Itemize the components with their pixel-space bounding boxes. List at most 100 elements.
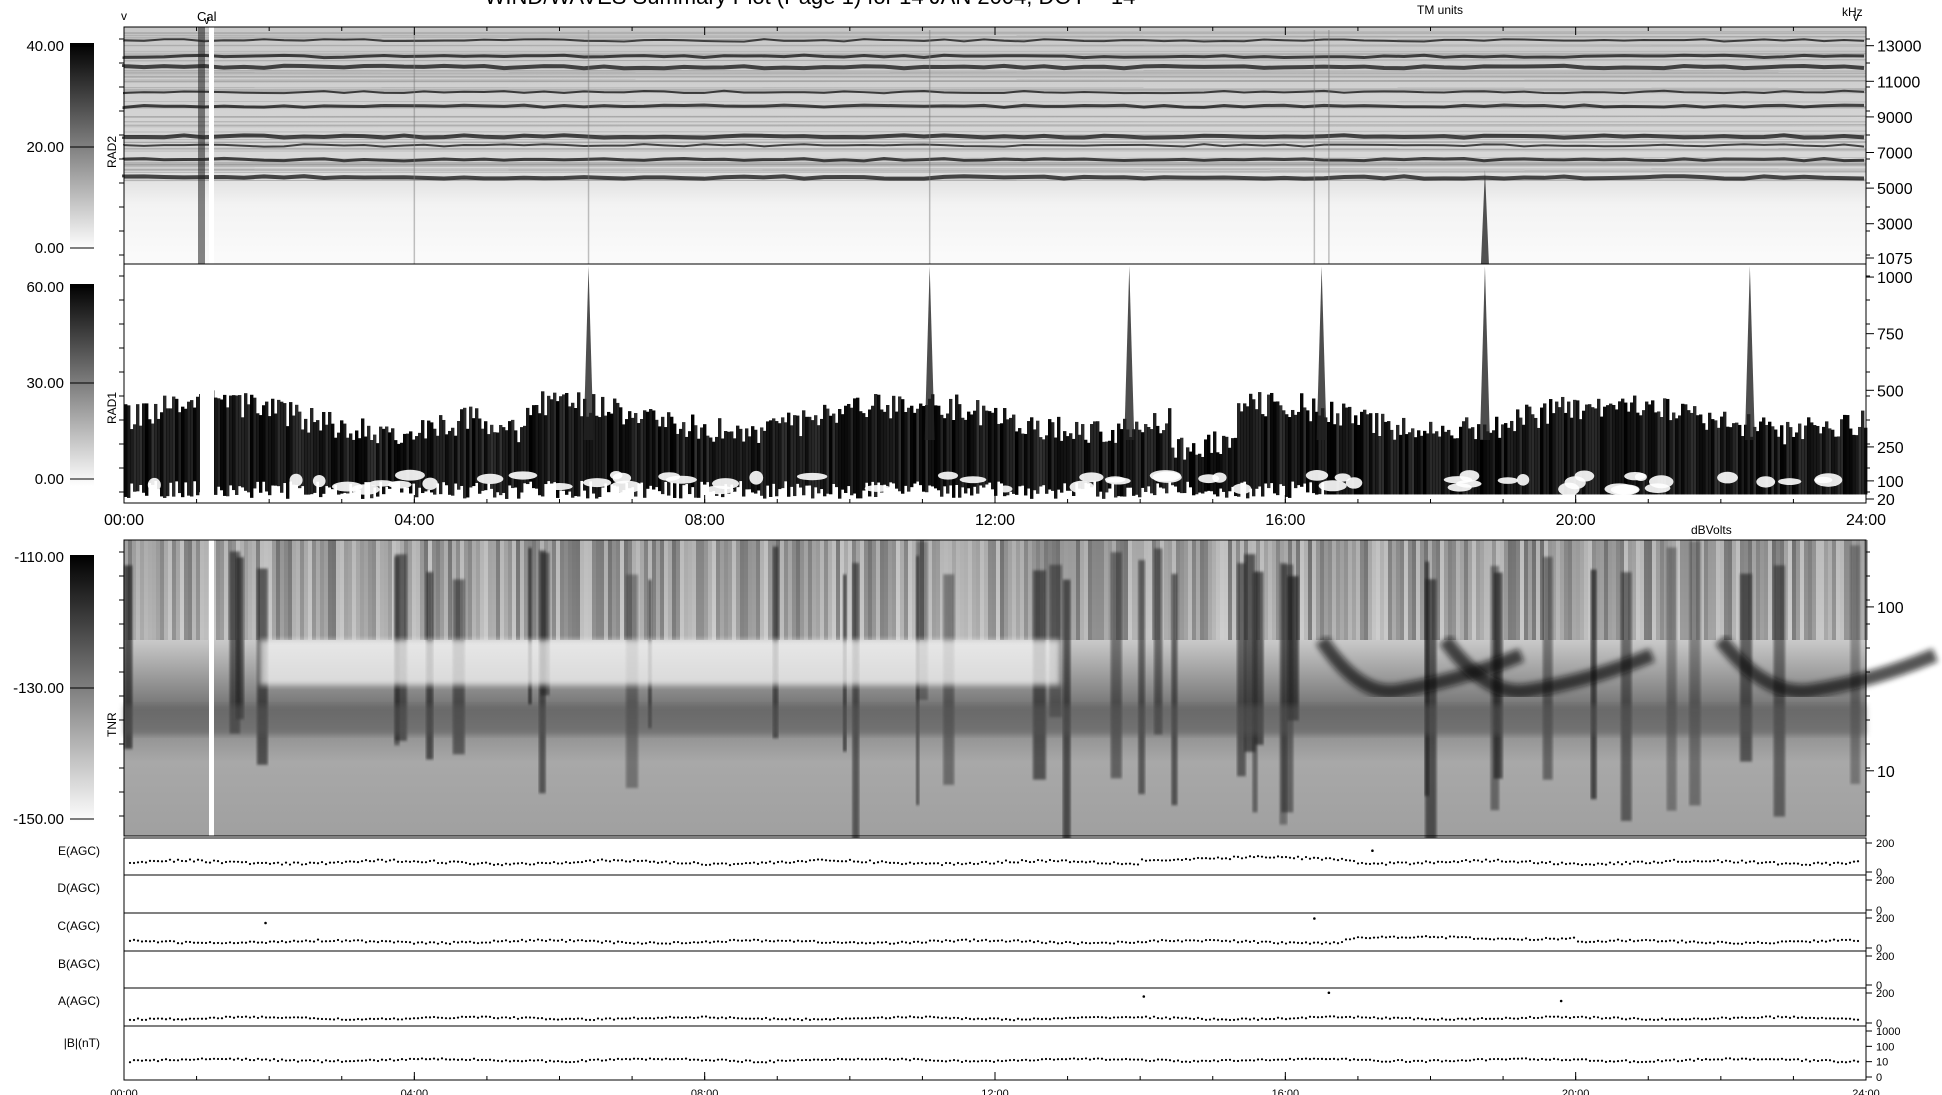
agc-point	[1720, 940, 1724, 943]
rad1-column	[1552, 413, 1556, 495]
agc-point	[1732, 1016, 1736, 1019]
rad1-column	[667, 412, 671, 496]
agc-point	[432, 859, 436, 862]
agc-point	[984, 860, 988, 864]
tnr-streak	[540, 552, 550, 696]
agc-point	[1224, 857, 1228, 860]
agc-point	[520, 861, 524, 865]
rad1-column	[1396, 424, 1400, 495]
agc-point	[732, 862, 736, 866]
tnr-column	[300, 540, 304, 640]
agc-point	[300, 940, 304, 943]
rad1-column	[586, 416, 590, 499]
agc-point	[156, 1017, 160, 1020]
agc-point	[188, 1058, 192, 1061]
agc-point	[296, 940, 300, 943]
agc-point	[1320, 1057, 1324, 1060]
rad1-column	[1573, 399, 1577, 495]
agc-point	[1760, 1016, 1764, 1019]
agc-point	[552, 1018, 556, 1021]
rad1-column	[628, 411, 632, 489]
rad1-column	[1723, 411, 1727, 495]
agc-point	[1816, 861, 1820, 864]
agc-point	[472, 1015, 476, 1018]
agc-point	[188, 858, 192, 861]
agc-point	[400, 1018, 404, 1021]
agc-point	[1812, 862, 1816, 865]
tnr-column	[1556, 540, 1560, 640]
agc-point	[632, 1016, 636, 1019]
agc-point	[1216, 856, 1220, 859]
agc-point	[272, 1016, 276, 1019]
rad1-column	[1729, 427, 1733, 495]
tnr-column	[140, 540, 144, 640]
rad1-gap	[658, 472, 681, 481]
agc-point	[940, 940, 944, 943]
rad1-column	[907, 407, 911, 492]
tnr-column	[1176, 540, 1180, 640]
agc-point	[800, 940, 804, 943]
time-tick-label: 08:00	[685, 512, 725, 529]
rad1-column	[1111, 429, 1115, 484]
agc-point	[1040, 941, 1044, 944]
agc-point	[1688, 1058, 1692, 1061]
rad1-column	[1381, 413, 1385, 495]
tnr-column	[168, 540, 172, 640]
rad1-column	[301, 429, 305, 487]
agc-point	[916, 940, 920, 943]
rad1-column	[1816, 425, 1820, 495]
agc-point	[1108, 942, 1112, 945]
agc-point	[420, 1057, 424, 1060]
tnr-column	[532, 540, 536, 640]
agc-point	[580, 1017, 584, 1020]
agc-tick-label: 0	[1876, 943, 1882, 955]
agc-point	[432, 941, 436, 944]
rad1-column	[406, 433, 410, 488]
agc-point	[1036, 1017, 1040, 1020]
agc-point	[716, 862, 720, 865]
rad1-column	[976, 400, 980, 494]
rad1-column	[844, 405, 848, 493]
tnr-column	[1420, 540, 1424, 640]
agc-point	[356, 1017, 360, 1021]
agc-point	[828, 1018, 832, 1021]
agc-point	[684, 862, 688, 865]
tnr-column	[1108, 540, 1112, 640]
rad1-column	[1444, 431, 1448, 495]
agc-point	[620, 940, 624, 944]
agc-point	[1324, 1015, 1328, 1018]
agc-point	[192, 860, 196, 863]
tnr-column	[1388, 540, 1392, 640]
tnr-column	[1552, 540, 1556, 640]
agc-point	[1032, 1059, 1036, 1062]
tnr-column	[496, 540, 500, 640]
tnr-column	[1340, 540, 1344, 640]
agc-point	[1008, 1059, 1012, 1062]
agc-point	[1608, 939, 1612, 942]
agc-point	[1616, 1016, 1620, 1019]
agc-point	[1000, 1059, 1004, 1063]
agc-point	[224, 1057, 228, 1061]
agc-point	[804, 939, 808, 943]
agc-point	[720, 1058, 724, 1061]
agc-point	[160, 1058, 164, 1062]
time-axis-upper: 00:00 04:00 08:00 12:00 16:00 20:00 24:00	[104, 27, 1886, 529]
agc-point	[1352, 1058, 1356, 1061]
tnr-column	[692, 540, 696, 640]
rad1-gap	[610, 480, 643, 493]
agc-point	[1352, 937, 1356, 940]
rad1-column	[1393, 439, 1397, 495]
rad1-column	[808, 416, 812, 486]
agc-tick-label: 0	[1876, 867, 1882, 879]
agc-point	[940, 1017, 944, 1020]
agc-point	[1240, 1059, 1244, 1062]
tnr-column	[320, 540, 324, 640]
agc-point	[1828, 1059, 1832, 1062]
rad1-cal-line	[200, 264, 214, 503]
agc-point	[912, 1016, 916, 1019]
rad1-column	[1360, 411, 1364, 495]
agc-point	[768, 1059, 772, 1062]
rad1-column	[499, 424, 503, 496]
time-axis-lower: 00:00 04:00 08:00 12:00 16:00 20:00 24:00	[110, 1072, 1880, 1095]
